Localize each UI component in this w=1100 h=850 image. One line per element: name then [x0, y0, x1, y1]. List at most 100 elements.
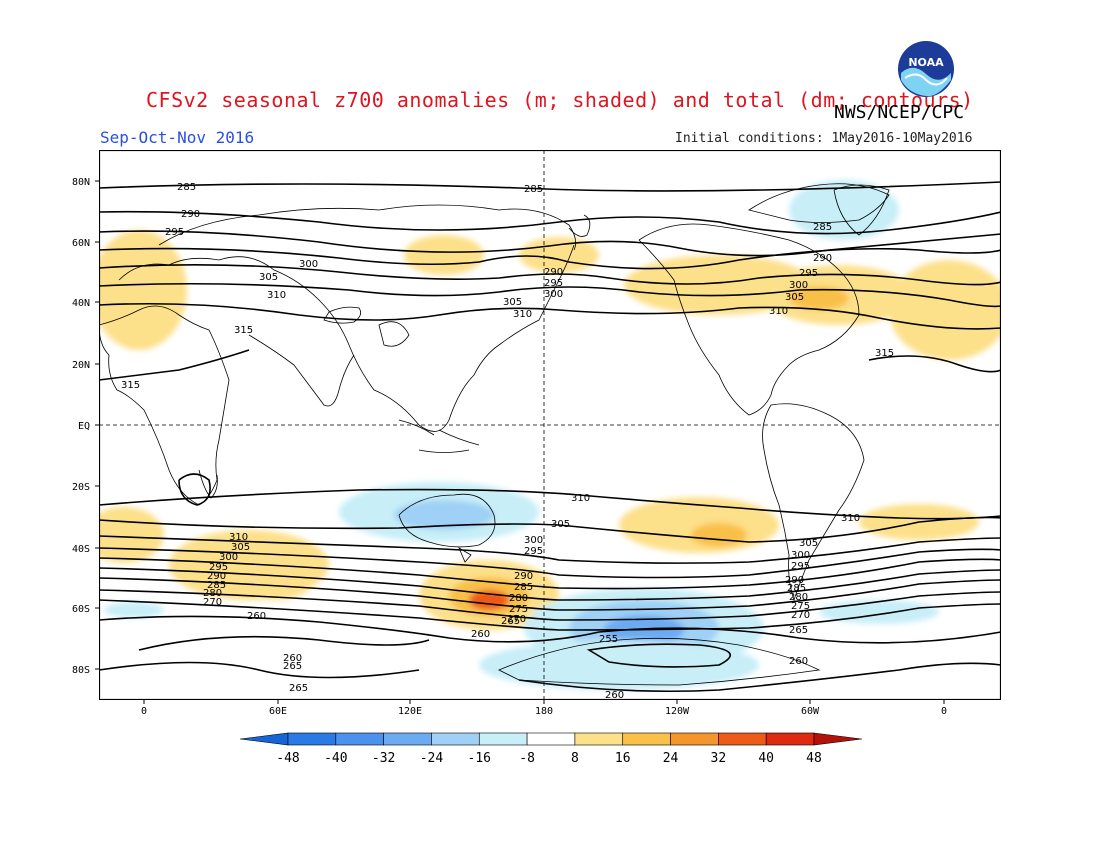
contour-label: 255: [599, 634, 618, 645]
logo-text: NOAA: [908, 56, 944, 69]
contour-label: 285: [524, 184, 543, 195]
contour-labels: 285 285 290 295 300 305 310 315 315 290 …: [121, 182, 894, 700]
contour-label: 290: [785, 575, 804, 586]
map-frame: [99, 150, 1001, 700]
longitude-ticks: [143, 700, 945, 704]
lat-label: 20S: [72, 482, 90, 493]
contour-label: 295: [799, 268, 818, 279]
contour-label: 290: [544, 267, 563, 278]
contour-label: 315: [234, 325, 253, 336]
colorbar-segment: [526, 732, 576, 746]
contour-label: 315: [121, 380, 140, 391]
contour-label: 310: [769, 306, 788, 317]
contour-label: 300: [544, 289, 563, 300]
colorbar-label: 40: [758, 751, 774, 766]
colorbar-segment: [478, 732, 528, 746]
lat-label: 60N: [72, 238, 90, 249]
lat-label: 40S: [72, 544, 90, 555]
colorbar-label: -40: [324, 751, 347, 766]
colorbar-segment: [383, 732, 432, 746]
organization-label: NWS/NCEP/CPC: [834, 102, 965, 123]
colorbar-label: 32: [711, 751, 727, 766]
contour-label: 295: [544, 278, 563, 289]
contour-label: 265: [501, 616, 520, 627]
contour-label: 265: [789, 625, 808, 636]
colorbar-label: -8: [519, 751, 535, 766]
noaa-logo-icon: NOAA: [898, 41, 954, 97]
initial-conditions-label: Initial conditions: 1May2016-10May2016: [675, 131, 973, 146]
colorbar-label: -16: [468, 751, 491, 766]
contour-label: 290: [813, 253, 832, 264]
colorbar-segment: [287, 732, 337, 746]
lon-label: 60W: [801, 706, 820, 717]
contour-label: 290: [514, 571, 533, 582]
anomaly-shading: [99, 180, 1001, 690]
colorbar-label: 8: [571, 751, 579, 766]
contour-label: 295: [209, 562, 228, 573]
colorbar-label: -24: [420, 751, 444, 766]
contour-label: 275: [791, 601, 810, 612]
contour-label: 280: [203, 588, 222, 599]
contour-label: 310: [267, 290, 286, 301]
contour-label: 310: [571, 493, 590, 504]
contour-label: 285: [514, 582, 533, 593]
colorbar: -48 -40 -32 -24 -16 -8 8 16 24 32 40 48: [240, 732, 862, 766]
contour-label: 285: [787, 583, 806, 594]
contour-label: 300: [789, 280, 808, 291]
contour-label: 295: [165, 227, 184, 238]
season-label: Sep-Oct-Nov 2016: [100, 128, 255, 147]
lon-label: 180: [535, 706, 553, 717]
contour-label: 270: [203, 597, 222, 608]
colorbar-label: 48: [806, 751, 822, 766]
contour-label: 265: [283, 661, 302, 672]
coastlines: [99, 183, 890, 686]
lon-label: 60E: [269, 706, 287, 717]
colorbar-segment: [622, 732, 671, 746]
lat-label: EQ: [78, 421, 90, 432]
contour-label: 305: [503, 297, 522, 308]
contour-label: 265: [289, 683, 308, 694]
map-panel: 285 285 290 295 300 305 310 315 315 290 …: [99, 150, 1001, 700]
contour-label: 285: [177, 182, 196, 193]
colorbar-arrow-low: [240, 732, 289, 746]
contour-label: 275: [509, 604, 528, 615]
contour-label: 305: [231, 542, 250, 553]
contour-label: 305: [551, 519, 570, 530]
contour-label: 260: [605, 690, 624, 700]
contour-label: 280: [509, 593, 528, 604]
colorbar-label: -32: [372, 751, 395, 766]
contour-label: 310: [513, 309, 532, 320]
contour-label: 300: [791, 550, 810, 561]
colorbar-segment: [670, 732, 719, 746]
height-contours: [99, 181, 1001, 693]
contour-label: 310: [229, 532, 248, 543]
contour-label: 300: [524, 535, 543, 546]
contour-label: 280: [789, 592, 808, 603]
lon-label: 0: [941, 706, 947, 717]
lat-label: 60S: [72, 604, 90, 615]
colorbar-arrow-high: [813, 732, 862, 746]
colorbar-segment: [335, 732, 384, 746]
latitude-labels: 80N 60N 40N 20N EQ 20S 40S 60S 80S: [72, 177, 90, 676]
contour-label: 260: [247, 611, 266, 622]
colorbar-label: 16: [615, 751, 631, 766]
contour-label: 315: [875, 348, 894, 359]
colorbar-label: -48: [276, 751, 299, 766]
contour-label: 305: [799, 538, 818, 549]
contour-label: 310: [841, 513, 860, 524]
latitude-ticks: [95, 180, 99, 670]
colorbar-segment: [765, 732, 815, 746]
contour-label: 285: [207, 580, 226, 591]
lat-label: 80S: [72, 665, 90, 676]
contour-label: 270: [791, 610, 810, 621]
contour-label: 290: [207, 571, 226, 582]
chart-title: CFSv2 seasonal z700 anomalies (m; shaded…: [146, 88, 974, 112]
lat-label: 40N: [72, 298, 90, 309]
contour-label: 270: [507, 614, 526, 625]
longitude-labels: 0 60E 120E 180 120W 60W 0: [141, 706, 947, 717]
colorbar-segment: [574, 732, 624, 746]
colorbar-segment: [431, 732, 480, 746]
contour-label: 260: [471, 629, 490, 640]
contour-label: 295: [791, 561, 810, 572]
